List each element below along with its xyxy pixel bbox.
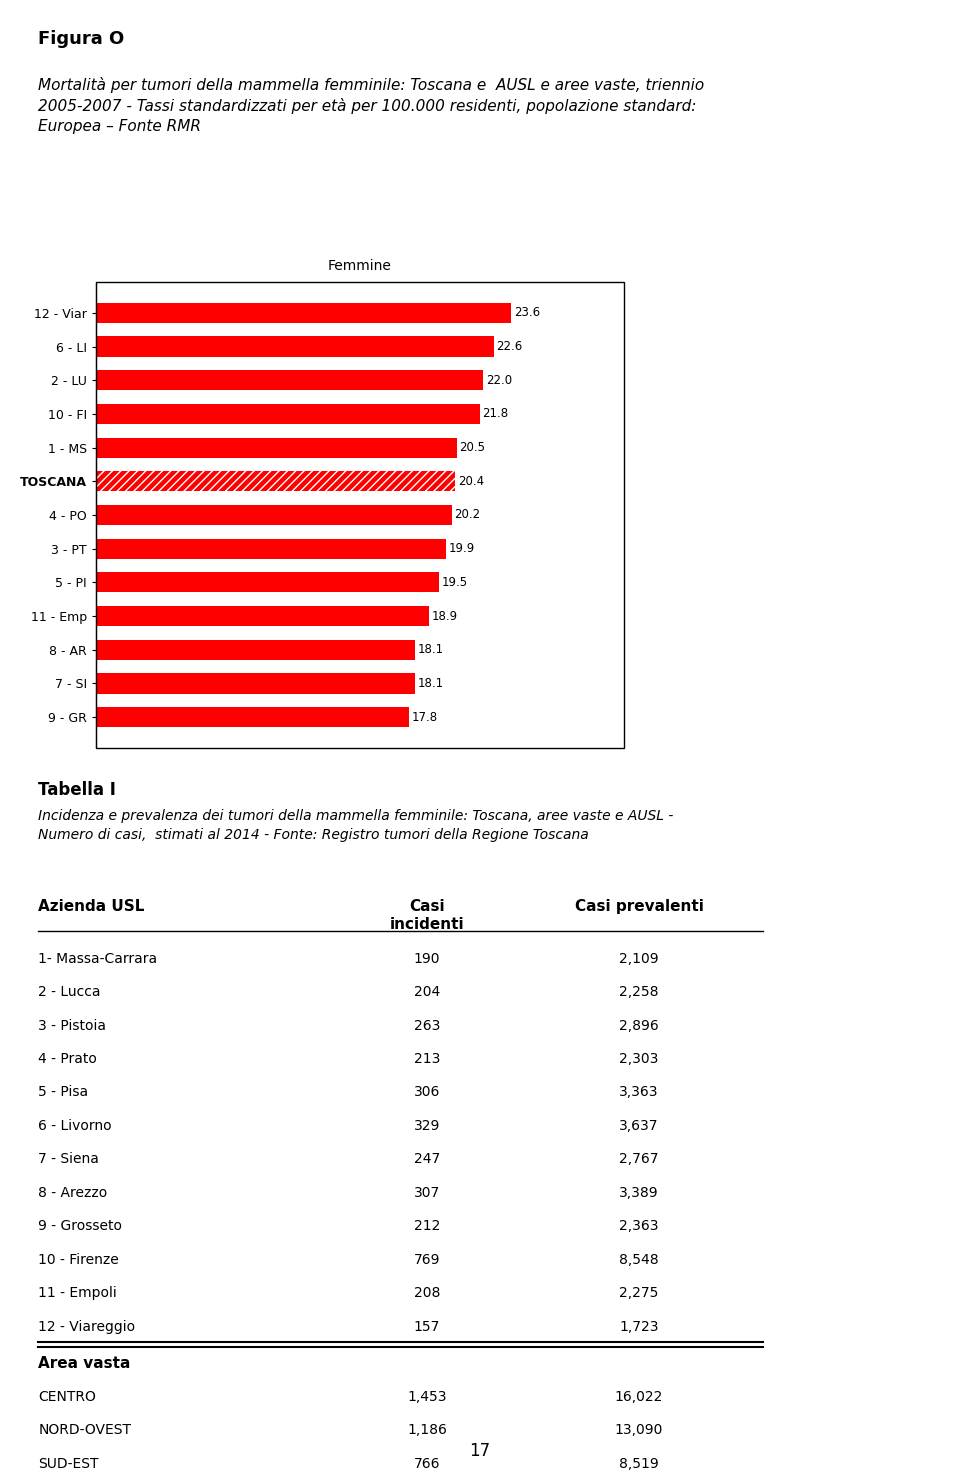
Bar	[96, 302, 512, 323]
Text: 1,723: 1,723	[619, 1319, 659, 1334]
Bar	[96, 673, 415, 694]
Text: 13,090: 13,090	[614, 1423, 663, 1438]
Text: 18.9: 18.9	[431, 609, 457, 622]
Text: 3,363: 3,363	[619, 1085, 659, 1100]
Text: 2,896: 2,896	[619, 1018, 659, 1033]
Text: 1- Massa-Carrara: 1- Massa-Carrara	[38, 951, 157, 966]
Text: 19.9: 19.9	[449, 542, 475, 556]
Text: SUD-EST: SUD-EST	[38, 1457, 99, 1470]
Bar	[96, 606, 428, 625]
Text: 766: 766	[414, 1457, 441, 1470]
Text: CENTRO: CENTRO	[38, 1390, 96, 1403]
Text: 1,453: 1,453	[407, 1390, 446, 1403]
Bar	[96, 505, 451, 525]
Text: 213: 213	[414, 1052, 441, 1066]
Text: 20.2: 20.2	[454, 508, 480, 522]
Text: 23.6: 23.6	[514, 307, 540, 320]
Text: 9 - Grosseto: 9 - Grosseto	[38, 1220, 123, 1233]
Text: 4 - Prato: 4 - Prato	[38, 1052, 97, 1066]
Text: Figura O: Figura O	[38, 30, 125, 47]
Text: 18.1: 18.1	[418, 677, 444, 691]
Bar	[96, 405, 480, 424]
Text: 8,519: 8,519	[619, 1457, 659, 1470]
Bar	[96, 572, 440, 593]
Text: 22.6: 22.6	[496, 339, 522, 353]
Text: Area vasta: Area vasta	[38, 1356, 131, 1371]
Text: 212: 212	[414, 1220, 441, 1233]
Text: 3,389: 3,389	[619, 1186, 659, 1200]
Text: Azienda USL: Azienda USL	[38, 900, 145, 914]
Text: 21.8: 21.8	[482, 408, 509, 421]
Text: 3,637: 3,637	[619, 1119, 659, 1132]
Text: 307: 307	[414, 1186, 440, 1200]
Text: 17: 17	[469, 1442, 491, 1460]
Bar	[96, 282, 624, 748]
Bar	[96, 707, 409, 728]
Bar	[96, 640, 415, 659]
Text: 3 - Pistoia: 3 - Pistoia	[38, 1018, 107, 1033]
Text: 204: 204	[414, 986, 440, 999]
Text: 12 - Viareggio: 12 - Viareggio	[38, 1319, 135, 1334]
Text: 263: 263	[414, 1018, 441, 1033]
Text: Casi
incidenti: Casi incidenti	[390, 900, 465, 932]
Text: 8,548: 8,548	[619, 1252, 659, 1267]
Text: 190: 190	[414, 951, 441, 966]
Text: 2,258: 2,258	[619, 986, 659, 999]
Text: 2,275: 2,275	[619, 1286, 659, 1300]
Text: 5 - Pisa: 5 - Pisa	[38, 1085, 88, 1100]
Bar	[96, 336, 493, 357]
Text: 306: 306	[414, 1085, 441, 1100]
Title: Femmine: Femmine	[328, 259, 392, 274]
Bar	[96, 471, 455, 492]
Text: NORD-OVEST: NORD-OVEST	[38, 1423, 132, 1438]
Text: 19.5: 19.5	[442, 576, 468, 588]
Text: 1,186: 1,186	[407, 1423, 447, 1438]
Text: 20.5: 20.5	[460, 442, 486, 453]
Text: 22.0: 22.0	[486, 373, 512, 387]
Text: 6 - Livorno: 6 - Livorno	[38, 1119, 112, 1132]
Text: 769: 769	[414, 1252, 441, 1267]
Text: 7 - Siena: 7 - Siena	[38, 1153, 99, 1166]
Text: 17.8: 17.8	[412, 710, 438, 723]
Text: 8 - Arezzo: 8 - Arezzo	[38, 1186, 108, 1200]
Bar	[96, 370, 483, 390]
Text: 10 - Firenze: 10 - Firenze	[38, 1252, 119, 1267]
Bar	[96, 437, 457, 458]
Text: 11 - Empoli: 11 - Empoli	[38, 1286, 117, 1300]
Text: Tabella I: Tabella I	[38, 781, 116, 799]
Text: 2,109: 2,109	[619, 951, 659, 966]
Text: 2,767: 2,767	[619, 1153, 659, 1166]
Text: 157: 157	[414, 1319, 441, 1334]
Text: 208: 208	[414, 1286, 441, 1300]
Text: 247: 247	[414, 1153, 440, 1166]
Text: Incidenza e prevalenza dei tumori della mammella femminile: Toscana, aree vaste : Incidenza e prevalenza dei tumori della …	[38, 809, 674, 842]
Text: Casi prevalenti: Casi prevalenti	[574, 900, 704, 914]
Text: 2,363: 2,363	[619, 1220, 659, 1233]
Text: 2 - Lucca: 2 - Lucca	[38, 986, 101, 999]
Text: Mortalità per tumori della mammella femminile: Toscana e  AUSL e aree vaste, tri: Mortalità per tumori della mammella femm…	[38, 77, 705, 133]
Text: 2,303: 2,303	[619, 1052, 659, 1066]
Text: 329: 329	[414, 1119, 441, 1132]
Bar	[96, 538, 446, 559]
Text: 18.1: 18.1	[418, 643, 444, 657]
Text: 20.4: 20.4	[458, 474, 484, 488]
Text: 16,022: 16,022	[614, 1390, 663, 1403]
